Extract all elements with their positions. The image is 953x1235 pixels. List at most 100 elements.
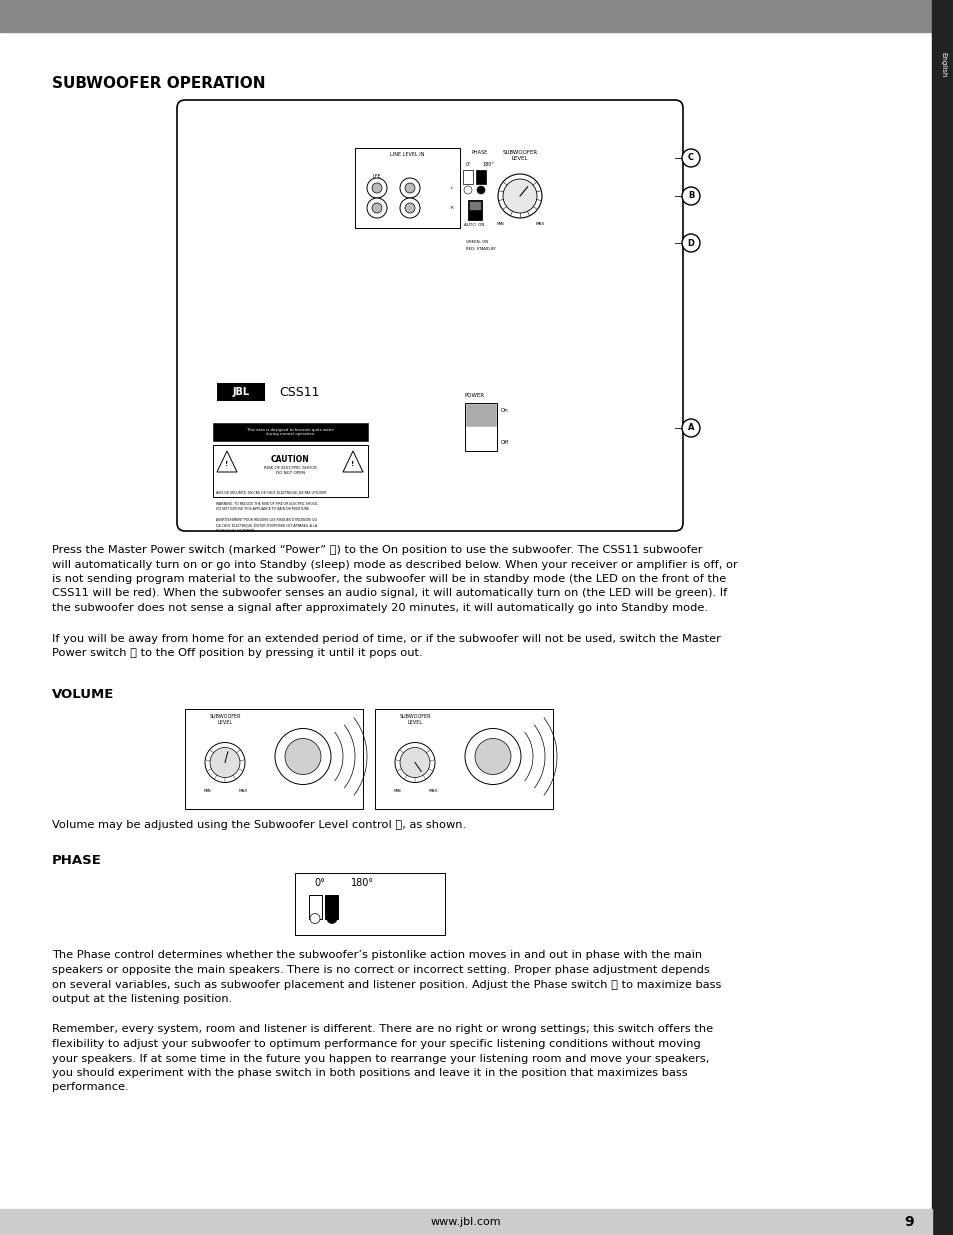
Text: R: R — [450, 206, 453, 210]
Text: A: A — [687, 424, 694, 432]
Text: is not sending program material to the subwoofer, the subwoofer will be in stand: is not sending program material to the s… — [52, 574, 725, 584]
Circle shape — [681, 419, 700, 437]
Text: D: D — [687, 238, 694, 247]
Circle shape — [372, 203, 381, 212]
Text: flexibility to adjust your subwoofer to optimum performance for your specific li: flexibility to adjust your subwoofer to … — [52, 1039, 700, 1049]
Circle shape — [405, 183, 415, 193]
Circle shape — [476, 186, 484, 194]
Bar — [464, 403, 497, 451]
Polygon shape — [216, 451, 236, 472]
Text: MAX: MAX — [535, 222, 544, 226]
Bar — [0, 1209, 931, 1235]
Text: SUBWOOFER
LEVEL: SUBWOOFER LEVEL — [399, 714, 431, 725]
Bar — [355, 148, 459, 228]
Circle shape — [399, 178, 419, 198]
Circle shape — [367, 178, 387, 198]
Bar — [0, 0, 953, 32]
Circle shape — [464, 729, 520, 784]
Circle shape — [463, 186, 472, 194]
Circle shape — [285, 739, 320, 774]
Bar — [309, 894, 322, 919]
Bar — [294, 872, 444, 935]
Text: the subwoofer does not sense a signal after approximately 20 minutes, it will au: the subwoofer does not sense a signal af… — [52, 603, 707, 613]
Text: English: English — [939, 52, 945, 78]
Bar — [468, 200, 481, 220]
Circle shape — [395, 742, 435, 783]
Polygon shape — [343, 451, 363, 472]
Text: L: L — [451, 186, 453, 190]
Bar — [325, 894, 337, 919]
Text: 0°: 0° — [314, 878, 325, 888]
Bar — [476, 170, 485, 184]
Circle shape — [205, 742, 245, 783]
Bar — [465, 404, 496, 426]
Text: Remember, every system, room and listener is different. There are no right or wr: Remember, every system, room and listene… — [52, 1025, 713, 1035]
Text: !: ! — [225, 461, 229, 467]
Text: JBL: JBL — [233, 387, 250, 396]
Text: performance.: performance. — [52, 1083, 129, 1093]
Text: WARNING: TO REDUCE THE RISK OF FIRE OR ELECTRIC SHOCK,: WARNING: TO REDUCE THE RISK OF FIRE OR E… — [215, 501, 317, 506]
Circle shape — [681, 149, 700, 167]
Bar — [462, 170, 473, 184]
Text: you should experiment with the phase switch in both positions and leave it in th: you should experiment with the phase swi… — [52, 1068, 687, 1078]
Text: on several variables, such as subwoofer placement and listener position. Adjust : on several variables, such as subwoofer … — [52, 979, 720, 989]
Text: MAX: MAX — [428, 788, 437, 793]
Circle shape — [681, 186, 700, 205]
Circle shape — [502, 179, 537, 212]
Text: will automatically turn on or go into Standby (sleep) mode as described below. W: will automatically turn on or go into St… — [52, 559, 737, 569]
Circle shape — [372, 183, 381, 193]
Circle shape — [310, 914, 319, 924]
Text: AVIS DE SÉCURITÉ: EN CAS DE CHOC ÉLECTRIQUE, NE PAS UTILISER: AVIS DE SÉCURITÉ: EN CAS DE CHOC ÉLECTRI… — [215, 492, 326, 495]
Text: AVERTISSEMENT POUR RÉDUIRE LES RISQUES D'INCENDIE OU: AVERTISSEMENT POUR RÉDUIRE LES RISQUES D… — [215, 519, 316, 522]
Text: speakers or opposite the main speakers. There is no correct or incorrect setting: speakers or opposite the main speakers. … — [52, 965, 709, 974]
Text: CAUTION: CAUTION — [271, 454, 310, 463]
Circle shape — [475, 739, 511, 774]
Circle shape — [327, 914, 336, 924]
Bar — [375, 709, 553, 809]
Text: RED: STAND-BY: RED: STAND-BY — [465, 247, 496, 251]
Text: C: C — [687, 153, 694, 163]
Circle shape — [497, 174, 541, 219]
Text: Volume may be adjusted using the Subwoofer Level control Ⓑ, as shown.: Volume may be adjusted using the Subwoof… — [52, 820, 466, 830]
Text: Off: Off — [500, 441, 509, 446]
Circle shape — [399, 747, 430, 778]
Text: DO NOT EXPOSE THIS APPLIANCE TO RAIN OR MOISTURE.: DO NOT EXPOSE THIS APPLIANCE TO RAIN OR … — [215, 508, 310, 511]
Text: CSS11: CSS11 — [278, 385, 319, 399]
Text: www.jbl.com: www.jbl.com — [430, 1216, 500, 1228]
Text: your speakers. If at some time in the future you happen to rearrange your listen: your speakers. If at some time in the fu… — [52, 1053, 709, 1063]
Text: If you will be away from home for an extended period of time, or if the subwoofe: If you will be away from home for an ext… — [52, 634, 720, 643]
Text: PLUIE OU À L'HUMIDITÉ.: PLUIE OU À L'HUMIDITÉ. — [215, 530, 255, 534]
Circle shape — [681, 233, 700, 252]
Circle shape — [367, 198, 387, 219]
Circle shape — [405, 203, 415, 212]
Text: SUBWOOFER OPERATION: SUBWOOFER OPERATION — [52, 77, 265, 91]
Text: AUTO  ON: AUTO ON — [463, 224, 484, 227]
Text: LFE: LFE — [373, 173, 381, 179]
Text: output at the listening position.: output at the listening position. — [52, 994, 232, 1004]
Text: MIN: MIN — [203, 788, 211, 793]
Text: MAX: MAX — [238, 788, 248, 793]
FancyBboxPatch shape — [177, 100, 682, 531]
Text: MIN: MIN — [393, 788, 400, 793]
Circle shape — [274, 729, 331, 784]
Text: Power switch Ⓐ to the Off position by pressing it until it pops out.: Power switch Ⓐ to the Off position by pr… — [52, 648, 422, 658]
Bar — [185, 709, 363, 809]
Text: POWER: POWER — [464, 393, 485, 398]
Text: This area is designed to become quite warm
during normal operation.: This area is designed to become quite wa… — [247, 427, 334, 436]
Text: CSS11 will be red). When the subwoofer senses an audio signal, it will automatic: CSS11 will be red). When the subwoofer s… — [52, 589, 726, 599]
Bar — [931, 0, 953, 1235]
Bar — [213, 445, 368, 496]
Text: 9: 9 — [903, 1215, 913, 1229]
Bar — [216, 383, 265, 401]
Text: !: ! — [351, 461, 355, 467]
Text: On: On — [500, 409, 508, 414]
Text: 180°: 180° — [351, 878, 375, 888]
Circle shape — [399, 198, 419, 219]
Text: B: B — [687, 191, 694, 200]
Text: RISK OF ELECTRIC SHOCK
DO NOT OPEN: RISK OF ELECTRIC SHOCK DO NOT OPEN — [264, 466, 316, 475]
Text: MIN: MIN — [496, 222, 503, 226]
Text: VOLUME: VOLUME — [52, 688, 114, 701]
Text: 0°: 0° — [465, 162, 471, 167]
Text: LINE LEVEL IN: LINE LEVEL IN — [390, 152, 424, 157]
Text: The Phase control determines whether the subwoofer’s pistonlike action moves in : The Phase control determines whether the… — [52, 951, 701, 961]
